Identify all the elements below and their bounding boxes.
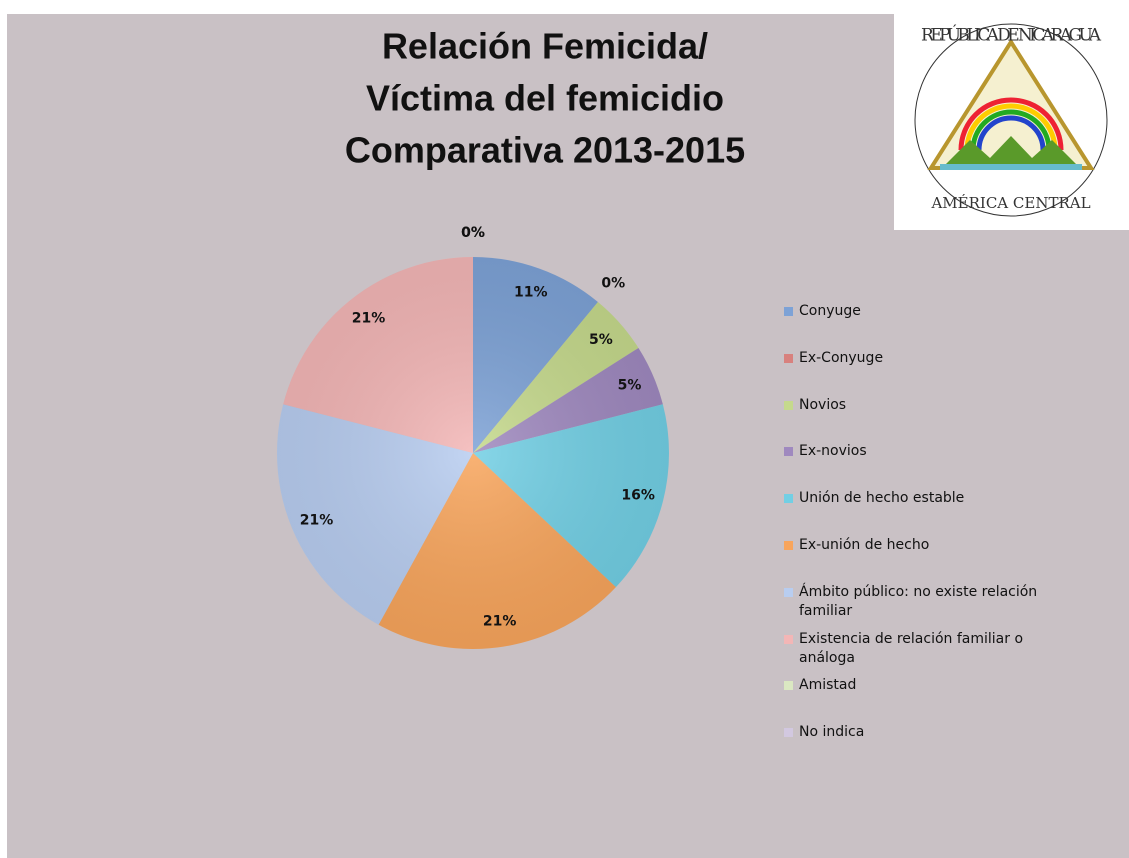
legend-label: Ex-novios bbox=[799, 443, 867, 460]
data-label: 0% bbox=[601, 275, 625, 291]
emblem-top: REPÚBLICA DE NICARAGUA bbox=[921, 25, 1102, 46]
legend-label: Unión de hecho estable bbox=[799, 490, 965, 507]
legend-swatch bbox=[784, 494, 793, 504]
chart-title: Comparativa 2013-2015 bbox=[345, 130, 745, 171]
legend-label: Ámbito público: no existe relación famil… bbox=[799, 583, 1038, 619]
emblem: REPÚBLICA DE NICARAGUA AMÉRICA CENTRAL bbox=[914, 23, 1108, 217]
legend-label: No indica bbox=[799, 724, 865, 741]
legend-swatch bbox=[784, 307, 793, 316]
legend-label: Amistad bbox=[799, 677, 857, 694]
emblem-bottom: AMÉRICA CENTRAL bbox=[930, 194, 1090, 212]
legend-swatch bbox=[784, 541, 793, 550]
legend-swatch bbox=[784, 728, 793, 738]
chart-title: Relación Femicida/ bbox=[382, 26, 708, 67]
legend-label: Novios bbox=[799, 396, 847, 413]
legend-label: Conyuge bbox=[799, 303, 861, 319]
pie-shade bbox=[277, 257, 669, 649]
legend-label: Ex-Conyuge bbox=[799, 349, 884, 366]
legend-label: Existencia de relación familiar o análog… bbox=[799, 630, 1024, 666]
legend-swatch bbox=[784, 587, 793, 597]
chart-title: Víctima del femicidio bbox=[366, 78, 724, 119]
legend-swatch bbox=[784, 447, 793, 457]
legend-label: Ex-unión de hecho bbox=[799, 537, 930, 553]
data-label: 0% bbox=[461, 225, 485, 241]
legend-swatch bbox=[784, 400, 793, 410]
legend-swatch bbox=[784, 681, 793, 691]
legend-swatch bbox=[784, 353, 793, 363]
legend-swatch bbox=[784, 634, 793, 644]
data-label: 0% bbox=[461, 225, 485, 241]
